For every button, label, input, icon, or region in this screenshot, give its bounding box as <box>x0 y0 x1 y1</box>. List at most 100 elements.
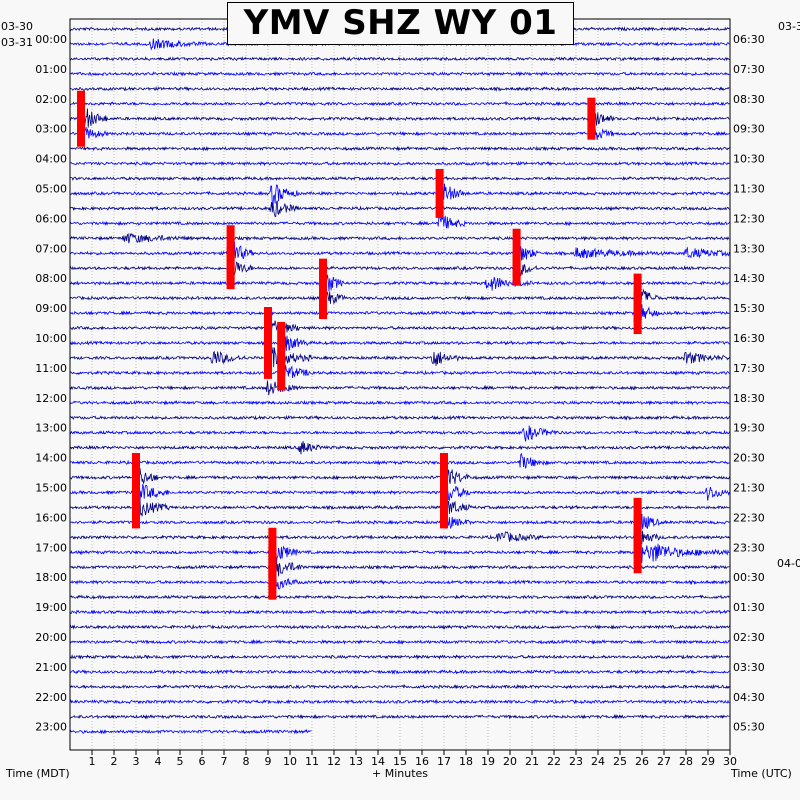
right-hour-label: 19:30 <box>733 422 765 435</box>
right-hour-label: 12:30 <box>733 212 765 225</box>
seismogram-trace <box>69 302 730 321</box>
right-hour-label: 07:30 <box>733 63 765 76</box>
x-axis-label: + Minutes <box>372 767 429 780</box>
event-highlight <box>587 97 596 140</box>
seismogram-trace <box>69 70 730 77</box>
event-highlight <box>277 355 286 391</box>
seismogram-trace <box>69 623 730 630</box>
seismogram-trace <box>69 85 730 92</box>
x-tick-label: 14 <box>371 755 385 768</box>
left-hour-label: 02:00 <box>35 93 67 106</box>
x-tick-label: 28 <box>679 755 693 768</box>
right-hour-label: 01:30 <box>733 601 765 614</box>
seismogram-trace <box>69 609 730 615</box>
seismogram-trace <box>69 241 730 267</box>
right-hour-label: 18:30 <box>733 392 765 405</box>
right-hour-label: 02:30 <box>733 631 765 644</box>
right-hour-label: 05:30 <box>733 721 765 734</box>
left-hour-labels: 00:00 01:00 02:00 03:00 04:00 05:00 06:00 07:00… <box>35 33 67 734</box>
x-tick-label: 3 <box>133 755 140 768</box>
left-hour-label: 22:00 <box>35 691 67 704</box>
left-hour-label: 05:00 <box>35 183 67 196</box>
x-tick-label: 17 <box>437 755 451 768</box>
x-tick-label: 20 <box>503 755 517 768</box>
x-tick-label: 26 <box>635 755 649 768</box>
event-highlight <box>633 531 642 574</box>
seismogram-trace <box>69 496 730 519</box>
right-hour-label: 21:30 <box>733 482 765 495</box>
right-hour-label: 22:30 <box>733 511 765 524</box>
left-hour-label: 23:00 <box>35 721 67 734</box>
x-tick-label: 13 <box>349 755 363 768</box>
x-tick-label: 22 <box>547 755 561 768</box>
seismogram-trace <box>69 399 730 406</box>
event-highlight <box>77 90 85 147</box>
seismogram-trace <box>69 594 730 600</box>
right-date-bottom: 04-0 <box>777 557 800 570</box>
event-highlight <box>512 250 521 286</box>
seismogram-trace <box>69 452 730 469</box>
right-hour-label: 11:30 <box>733 183 765 196</box>
event-highlight <box>268 564 277 600</box>
x-axis-ticks: 1 2 3 4 5 6 7 8 9 10 11 12 13 14 15 16 17 18 19 20 21 22 23 24 2… <box>89 750 737 768</box>
x-tick-label: 4 <box>155 755 162 768</box>
left-hour-label: 15:00 <box>35 482 67 495</box>
seismogram-trace <box>69 483 730 505</box>
chart-title: YMV SHZ WY 01 <box>243 3 558 43</box>
left-hour-label: 10:00 <box>35 332 67 345</box>
right-hour-label: 00:30 <box>733 571 765 584</box>
seismogram-trace <box>69 573 730 590</box>
seismogram-trace <box>69 380 730 396</box>
event-highlight <box>264 336 272 379</box>
x-tick-label: 12 <box>327 755 341 768</box>
x-tick-label: 6 <box>199 755 206 768</box>
seismogram-trace <box>69 698 730 705</box>
right-hour-label: 06:30 <box>733 33 765 46</box>
seismogram-trace <box>69 160 730 167</box>
right-hour-label: 20:30 <box>733 452 765 465</box>
left-hour-label: 12:00 <box>35 392 67 405</box>
x-tick-label: 7 <box>221 755 228 768</box>
right-hour-label: 16:30 <box>733 332 765 345</box>
event-highlight <box>435 168 444 218</box>
seismogram-trace <box>69 124 730 140</box>
seismogram-trace <box>69 183 730 208</box>
right-hour-label: 17:30 <box>733 362 765 375</box>
seismogram-trace <box>69 440 730 455</box>
event-highlight <box>226 247 235 290</box>
right-hour-label: 10:30 <box>733 153 765 166</box>
x-tick-label: 29 <box>701 755 715 768</box>
seismogram-trace <box>69 638 730 645</box>
right-hour-label: 08:30 <box>733 93 765 106</box>
x-tick-label: 8 <box>243 755 250 768</box>
right-hour-label: 23:30 <box>733 541 765 554</box>
title-box: YMV SHZ WY 01 <box>227 2 574 45</box>
left-hour-label: 19:00 <box>35 601 67 614</box>
right-hour-label: 14:30 <box>733 272 765 285</box>
seismogram-trace <box>69 200 730 217</box>
seismogram-trace <box>69 558 730 579</box>
gridlines <box>91 19 709 750</box>
event-highlight <box>319 277 327 320</box>
left-date: 03-31 <box>1 36 33 49</box>
right-axis-label: Time (UTC) <box>731 767 792 780</box>
x-tick-label: 21 <box>525 755 539 768</box>
x-tick-label: 25 <box>613 755 627 768</box>
left-hour-label: 17:00 <box>35 541 67 554</box>
seismogram-trace <box>69 317 730 337</box>
x-tick-label: 23 <box>569 755 583 768</box>
left-hour-label: 20:00 <box>35 631 67 644</box>
left-hour-label: 21:00 <box>35 661 67 674</box>
seismogram-trace <box>69 542 730 563</box>
left-hour-label: 03:00 <box>35 123 67 136</box>
x-tick-label: 11 <box>305 755 319 768</box>
x-tick-label: 27 <box>657 755 671 768</box>
event-highlight <box>633 292 642 335</box>
seismogram-trace <box>69 103 730 129</box>
right-hour-label: 15:30 <box>733 302 765 315</box>
seismogram-trace <box>69 347 730 368</box>
seismogram-trace <box>69 334 730 353</box>
seismogram-trace <box>69 258 730 279</box>
left-hour-label: 09:00 <box>35 302 67 315</box>
